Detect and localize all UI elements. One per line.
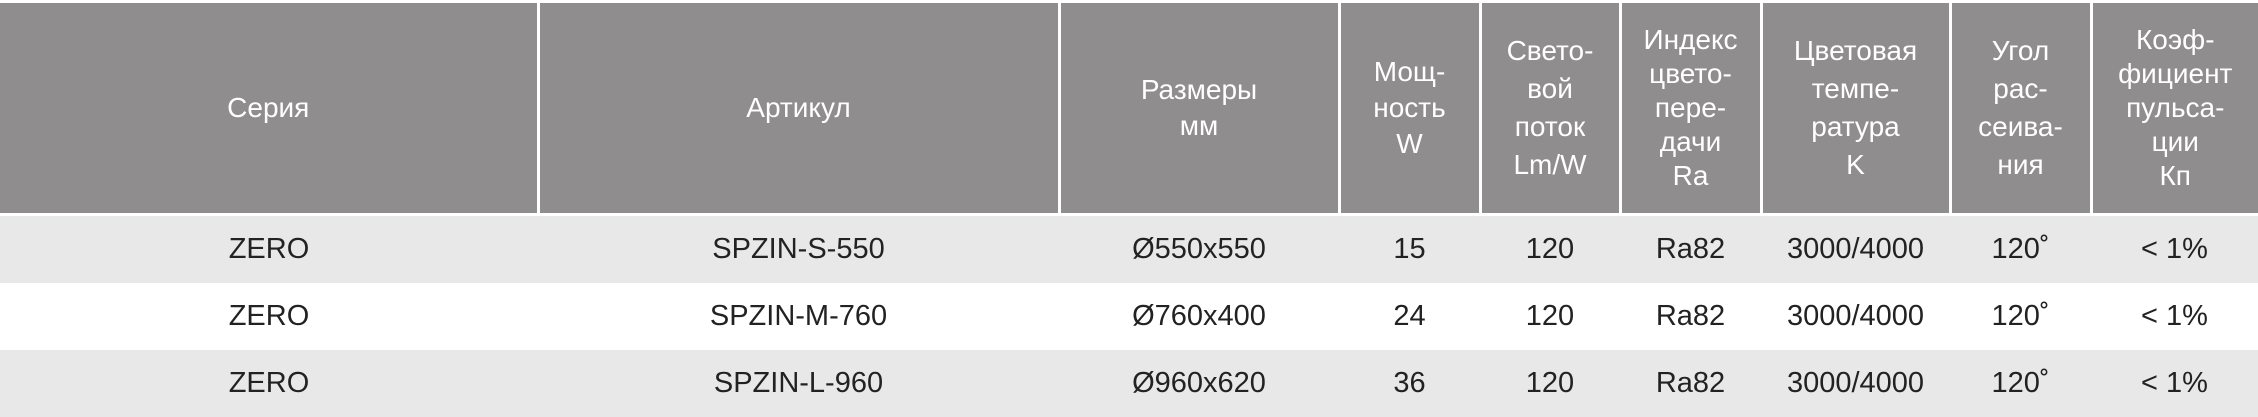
header-line: ции — [2151, 126, 2199, 157]
cell-color-temperature: 3000/4000 — [1761, 283, 1950, 350]
header-line: пере- — [1654, 92, 1727, 123]
cell-article: SPZIN-M-760 — [538, 283, 1059, 350]
header-line: сеива- — [1978, 111, 2063, 142]
header-line: Ra — [1672, 160, 1709, 191]
cell-dimensions: Ø960x620 — [1059, 350, 1339, 417]
header-series: Серия — [0, 3, 540, 216]
product-spec-table: Серия Артикул Размеры мм Мощ-ность W Свето-вой… — [0, 3, 2258, 417]
header-line: темпе- — [1811, 73, 1900, 104]
header-luminous-flux: Свето-вой поток Lm/W — [1480, 3, 1622, 216]
cell-flicker-coefficient: < 1% — [2091, 350, 2258, 417]
cell-beam-angle: 120˚ — [1950, 350, 2091, 417]
cell-power: 15 — [1339, 214, 1480, 283]
table-row: ZERO SPZIN-M-760 Ø760x400 24 120 Ra82 3000/400… — [0, 283, 2258, 350]
header-line: поток — [1514, 111, 1586, 142]
cell-cri: Ra82 — [1620, 283, 1761, 350]
cell-article: SPZIN-S-550 — [538, 214, 1059, 283]
header-line: цвето- — [1649, 58, 1732, 89]
header-line: мм — [1179, 110, 1219, 141]
header-line: пульса- — [2126, 92, 2225, 123]
header-row: Серия Артикул Размеры мм Мощ-ность W Свето-вой… — [0, 3, 2258, 216]
header-line: Серия — [227, 92, 310, 123]
cell-luminous-flux: 120 — [1480, 283, 1620, 350]
header-line: ратура — [1811, 111, 1900, 142]
cell-series: ZERO — [0, 214, 538, 283]
header-line: ния — [1997, 149, 2044, 180]
header-line: Кп — [2159, 160, 2191, 191]
header-line: Артикул — [746, 92, 851, 123]
header-line: Индекс — [1643, 24, 1738, 55]
header-color-temperature: Цветовая темпе-ратура K — [1761, 3, 1952, 216]
cell-flicker-coefficient: < 1% — [2091, 283, 2258, 350]
header-line: K — [1846, 149, 1865, 180]
cell-color-temperature: 3000/4000 — [1761, 350, 1950, 417]
cell-dimensions: Ø760x400 — [1059, 283, 1339, 350]
cell-cri: Ra82 — [1620, 350, 1761, 417]
header-line: фициент — [2118, 58, 2233, 89]
cell-series: ZERO — [0, 283, 538, 350]
header-article: Артикул — [538, 3, 1061, 216]
header-cri: Индекс цвето-пере-дачи Ra — [1620, 3, 1763, 216]
header-flicker-coefficient: Коэф-фициент пульса-ции Кп — [2091, 3, 2258, 216]
header-line: вой — [1527, 73, 1573, 104]
header-power: Мощ-ность W — [1339, 3, 1482, 216]
cell-dimensions: Ø550x550 — [1059, 214, 1339, 283]
cell-flicker-coefficient: < 1% — [2091, 214, 2258, 283]
cell-color-temperature: 3000/4000 — [1761, 214, 1950, 283]
cell-power: 36 — [1339, 350, 1480, 417]
cell-power: 24 — [1339, 283, 1480, 350]
header-line: Lm/W — [1513, 149, 1587, 180]
cell-cri: Ra82 — [1620, 214, 1761, 283]
cell-article: SPZIN-L-960 — [538, 350, 1059, 417]
header-line: ность — [1373, 92, 1446, 123]
cell-luminous-flux: 120 — [1480, 350, 1620, 417]
header-beam-angle: Угол рас-сеива-ния — [1950, 3, 2093, 216]
cell-beam-angle: 120˚ — [1950, 283, 2091, 350]
header-line: Свето- — [1506, 35, 1594, 66]
header-line: Цветовая — [1793, 35, 1918, 66]
header-line: Мощ- — [1373, 56, 1446, 87]
table-row: ZERO SPZIN-S-550 Ø550x550 15 120 Ra82 3000/400… — [0, 214, 2258, 283]
cell-luminous-flux: 120 — [1480, 214, 1620, 283]
header-line: рас- — [1993, 73, 2048, 104]
header-dimensions: Размеры мм — [1059, 3, 1341, 216]
cell-beam-angle: 120˚ — [1950, 214, 2091, 283]
cell-series: ZERO — [0, 350, 538, 417]
table-row: ZERO SPZIN-L-960 Ø960x620 36 120 Ra82 3000/400… — [0, 350, 2258, 417]
header-line: Коэф- — [2135, 24, 2215, 55]
header-line: дачи — [1659, 126, 1722, 157]
header-line: W — [1396, 128, 1423, 159]
header-line: Угол — [1991, 35, 2050, 66]
header-line: Размеры — [1140, 74, 1258, 105]
